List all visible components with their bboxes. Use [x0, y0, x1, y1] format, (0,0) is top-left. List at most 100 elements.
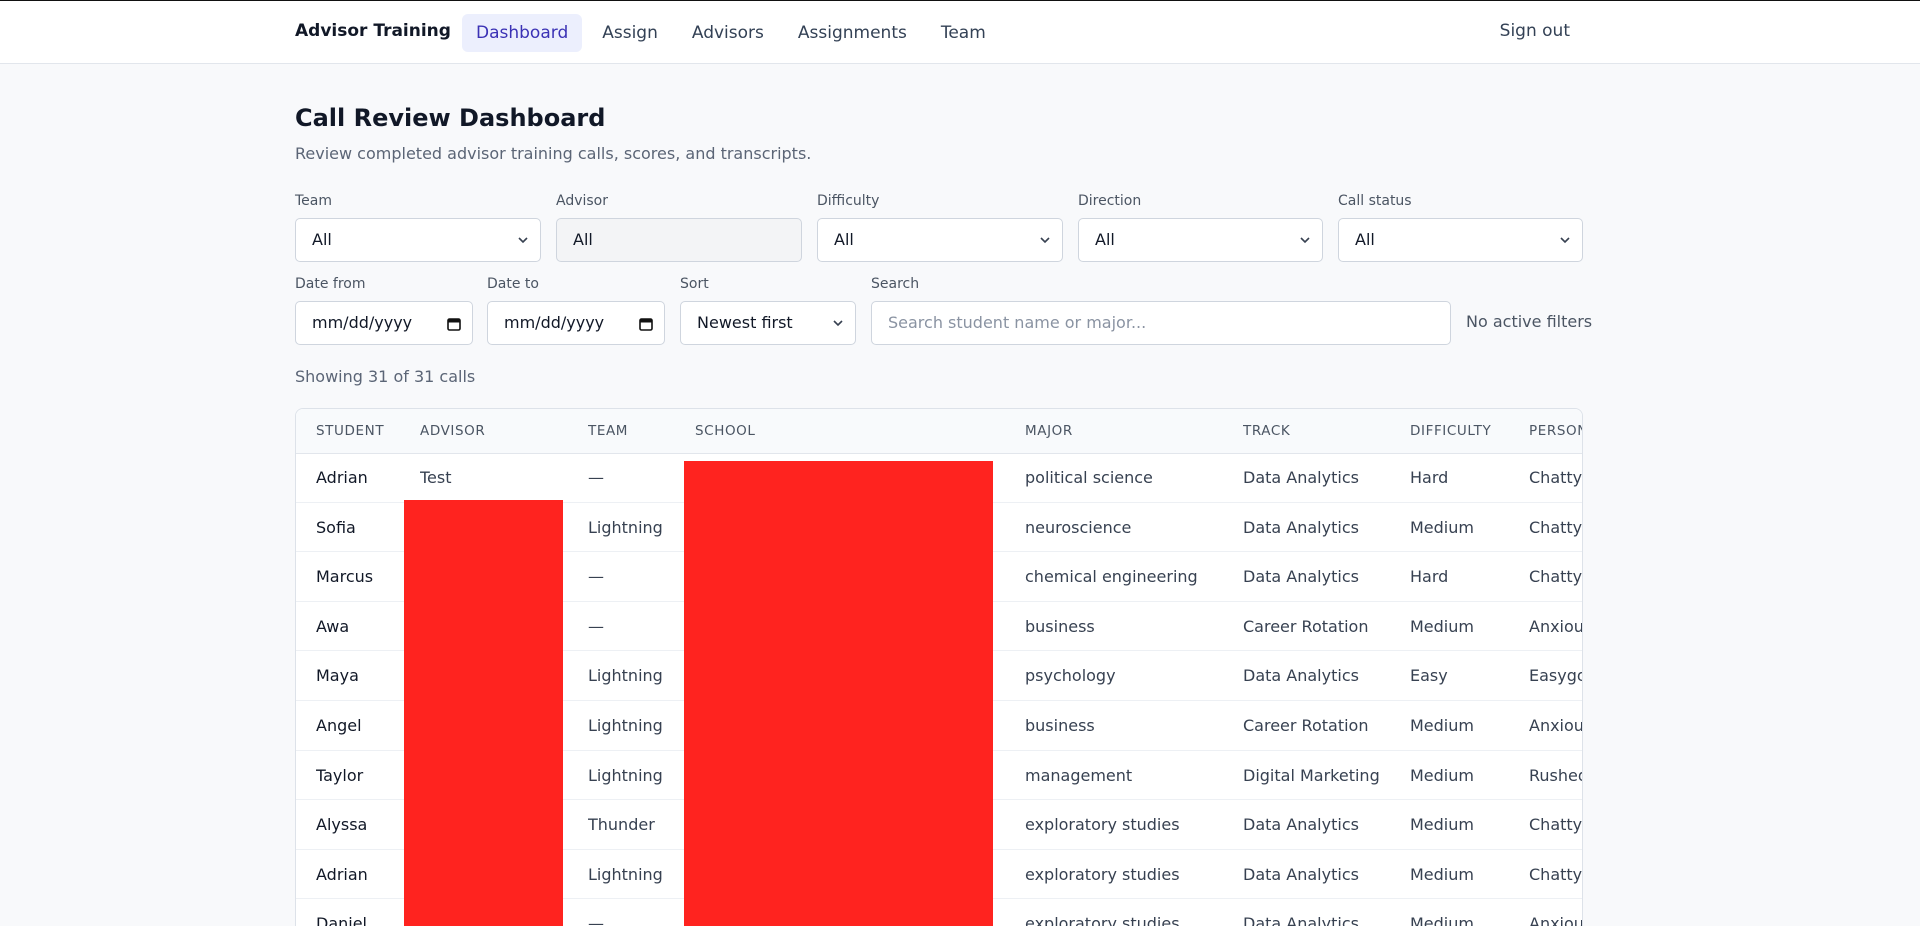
- select-field[interactable]: Newest first: [680, 301, 856, 345]
- table-cell: Medium: [1410, 616, 1474, 636]
- table-cell: Adrian: [316, 864, 368, 884]
- table-cell: Lightning: [588, 716, 663, 735]
- field-value: All: [834, 230, 854, 249]
- table-row[interactable]: Daniel — exploratory studies Data Analytics…: [296, 899, 1582, 926]
- table-cell: Data Analytics: [1243, 517, 1359, 537]
- table-cell: Alyssa: [316, 815, 368, 835]
- table-cell: Medium: [1410, 914, 1474, 926]
- table-cell: Thunder: [588, 815, 655, 835]
- nav-link[interactable]: Assignments: [797, 23, 907, 43]
- select-field[interactable]: All: [1078, 218, 1323, 262]
- nav-link[interactable]: Assign: [602, 23, 658, 43]
- table-cell: Medium: [1410, 716, 1474, 735]
- table-cell: exploratory studies: [1025, 815, 1180, 835]
- table-cell: Lightning: [588, 517, 663, 537]
- table-cell: Anxious: [1529, 616, 1583, 636]
- table-cell: Digital Marketing: [1243, 765, 1380, 785]
- table-cell: political science: [1025, 468, 1153, 487]
- table-cell: exploratory studies: [1025, 914, 1180, 926]
- brand[interactable]: Advisor Training: [295, 21, 451, 41]
- top-nav: Advisor Training Dashboard Assign Advisors…: [0, 0, 1920, 64]
- search-field[interactable]: Search student name or major...: [871, 301, 1451, 345]
- table-cell: Taylor: [316, 765, 364, 785]
- table-header: Student Advisor Team School Major Track Diffic…: [296, 409, 1582, 454]
- page-title: Call Review Dashboard: [295, 104, 606, 132]
- table-cell: Data Analytics: [1243, 864, 1359, 884]
- table-cell: exploratory studies: [1025, 864, 1180, 884]
- table-cell: Marcus: [316, 567, 374, 587]
- table-cell: Data Analytics: [1243, 815, 1359, 835]
- table-cell: business: [1025, 716, 1095, 735]
- table-cell: business: [1025, 616, 1095, 636]
- nav-link[interactable]: Advisors: [691, 23, 764, 43]
- table-cell: Awa: [316, 616, 350, 636]
- field-value: mm/dd/yyyy: [504, 313, 605, 332]
- column-header: Persona: [1529, 423, 1582, 439]
- table-cell: Data Analytics: [1243, 468, 1359, 487]
- nav-links: Dashboard Assign Advisors Assignments Team: [462, 14, 1000, 52]
- chevron: [1560, 237, 1570, 244]
- table-cell: Easy: [1410, 666, 1448, 686]
- filter-label: Date from: [295, 276, 366, 292]
- table-cell: neuroscience: [1025, 517, 1132, 537]
- table-row[interactable]: Marcus — chemical engineering Data Analytic…: [296, 552, 1582, 602]
- page-subtitle: Review completed advisor training calls,…: [295, 144, 812, 163]
- filter-label: Date to: [487, 276, 539, 292]
- date-field[interactable]: mm/dd/yyyy: [487, 301, 665, 345]
- table-cell: Medium: [1410, 864, 1474, 884]
- table-cell: Maya: [316, 666, 359, 686]
- table-cell: Angel: [316, 716, 362, 735]
- table-cell: Lightning: [588, 864, 663, 884]
- field-value: Newest first: [697, 313, 793, 332]
- nav-link[interactable]: Dashboard: [462, 14, 583, 52]
- filter-status: No active filters: [1466, 312, 1593, 331]
- field-value: Search student name or major...: [888, 313, 1147, 332]
- table-cell: Medium: [1410, 765, 1474, 785]
- column-header: Team: [588, 423, 629, 439]
- table-cell: Medium: [1410, 517, 1474, 537]
- table-row[interactable]: Adrian Test — political science Data Analyti…: [296, 453, 1582, 503]
- chevron: [518, 237, 528, 244]
- column-header: School: [695, 423, 756, 439]
- field-value: All: [573, 230, 593, 249]
- field-value: mm/dd/yyyy: [312, 313, 413, 332]
- table-cell: chemical engineering: [1025, 567, 1198, 587]
- sign-out[interactable]: Sign out: [1499, 21, 1570, 41]
- table-cell: Chatty: [1529, 864, 1583, 884]
- date-field[interactable]: mm/dd/yyyy: [295, 301, 473, 345]
- redaction: [404, 500, 563, 926]
- field-value: All: [312, 230, 332, 249]
- nav-link[interactable]: Team: [940, 23, 986, 43]
- input-field[interactable]: All: [556, 218, 802, 262]
- field-value: All: [1355, 230, 1375, 249]
- table-cell: Chatty: [1529, 567, 1583, 587]
- select-field[interactable]: All: [817, 218, 1063, 262]
- column-header: Track: [1243, 423, 1291, 439]
- select-field[interactable]: All: [1338, 218, 1583, 262]
- table-cell: Lightning: [588, 666, 663, 686]
- field-value: All: [1095, 230, 1115, 249]
- column-header: Student: [316, 423, 385, 439]
- calendar-icon: [639, 318, 653, 331]
- table-cell: —: [588, 914, 604, 926]
- filter-label: Difficulty: [817, 193, 880, 209]
- table-cell: —: [588, 567, 604, 587]
- table-cell: Daniel: [316, 914, 367, 926]
- filter-label: Team: [295, 193, 333, 209]
- filter-label: Advisor: [556, 193, 609, 209]
- table-cell: Adrian: [316, 468, 368, 487]
- table-cell: Sofia: [316, 517, 356, 537]
- table-cell: psychology: [1025, 666, 1116, 686]
- table-cell: Hard: [1410, 567, 1449, 587]
- filter-label: Direction: [1078, 193, 1142, 209]
- column-header: Advisor: [420, 423, 486, 439]
- table-row[interactable]: Sofia Lightning neuroscience Data Analytics…: [296, 503, 1582, 553]
- redaction: [684, 461, 993, 926]
- filter-label: Search: [871, 276, 920, 292]
- filter-label: Call status: [1338, 193, 1412, 209]
- select-field[interactable]: All: [295, 218, 541, 262]
- table-cell: Test: [420, 468, 452, 487]
- chevron: [1040, 237, 1050, 244]
